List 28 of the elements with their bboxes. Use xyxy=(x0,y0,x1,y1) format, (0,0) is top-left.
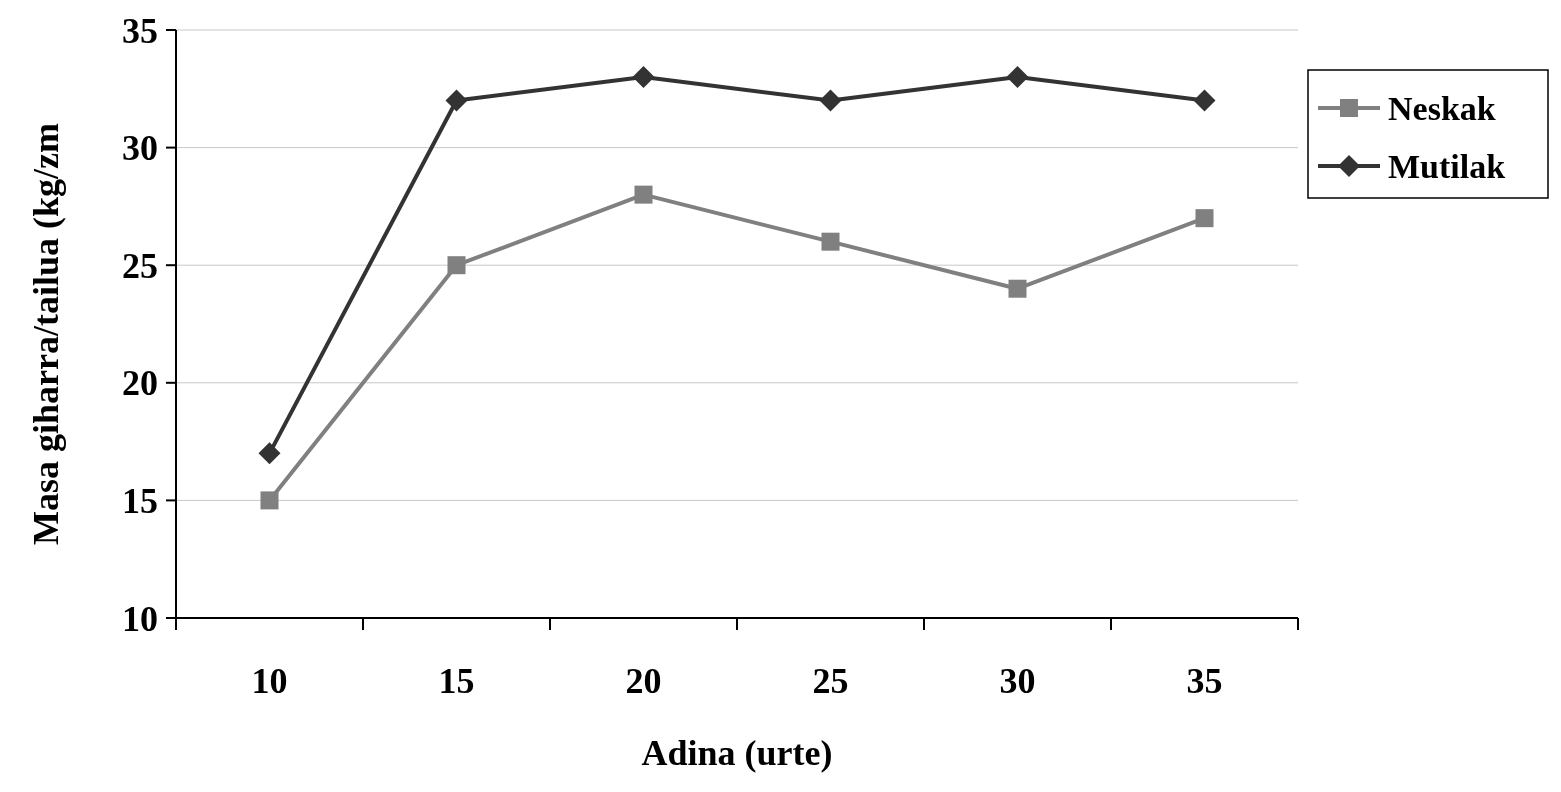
x-tick-label: 25 xyxy=(812,661,849,701)
y-tick-label: 30 xyxy=(122,128,158,169)
x-tick-label: 30 xyxy=(999,661,1036,701)
y-tick-label: 35 xyxy=(122,10,158,51)
y-tick-label: 15 xyxy=(122,481,158,521)
point xyxy=(632,66,655,89)
y-axis-title: Masa giharra/tailua (kg/zm xyxy=(26,123,66,545)
x-tick-label: 35 xyxy=(1186,661,1223,701)
point xyxy=(819,89,842,112)
point xyxy=(1006,66,1029,89)
legend-label: Mutilak xyxy=(1388,147,1506,185)
point xyxy=(1193,89,1216,112)
point xyxy=(260,491,279,510)
x-tick-label: 10 xyxy=(251,661,288,701)
point xyxy=(821,232,840,251)
x-tick-label: 20 xyxy=(625,661,662,701)
point xyxy=(445,89,468,112)
y-tick-label: 20 xyxy=(122,363,158,404)
point xyxy=(447,256,466,275)
y-tick-label: 10 xyxy=(122,598,158,639)
point xyxy=(1008,279,1027,298)
point xyxy=(634,185,653,204)
point xyxy=(1195,209,1214,228)
x-tick-label: 15 xyxy=(438,661,475,701)
y-tick-label: 25 xyxy=(122,245,158,286)
legend-label: Neskak xyxy=(1388,89,1496,127)
point xyxy=(258,442,281,465)
x-axis-title: Adina (urte) xyxy=(641,733,833,773)
